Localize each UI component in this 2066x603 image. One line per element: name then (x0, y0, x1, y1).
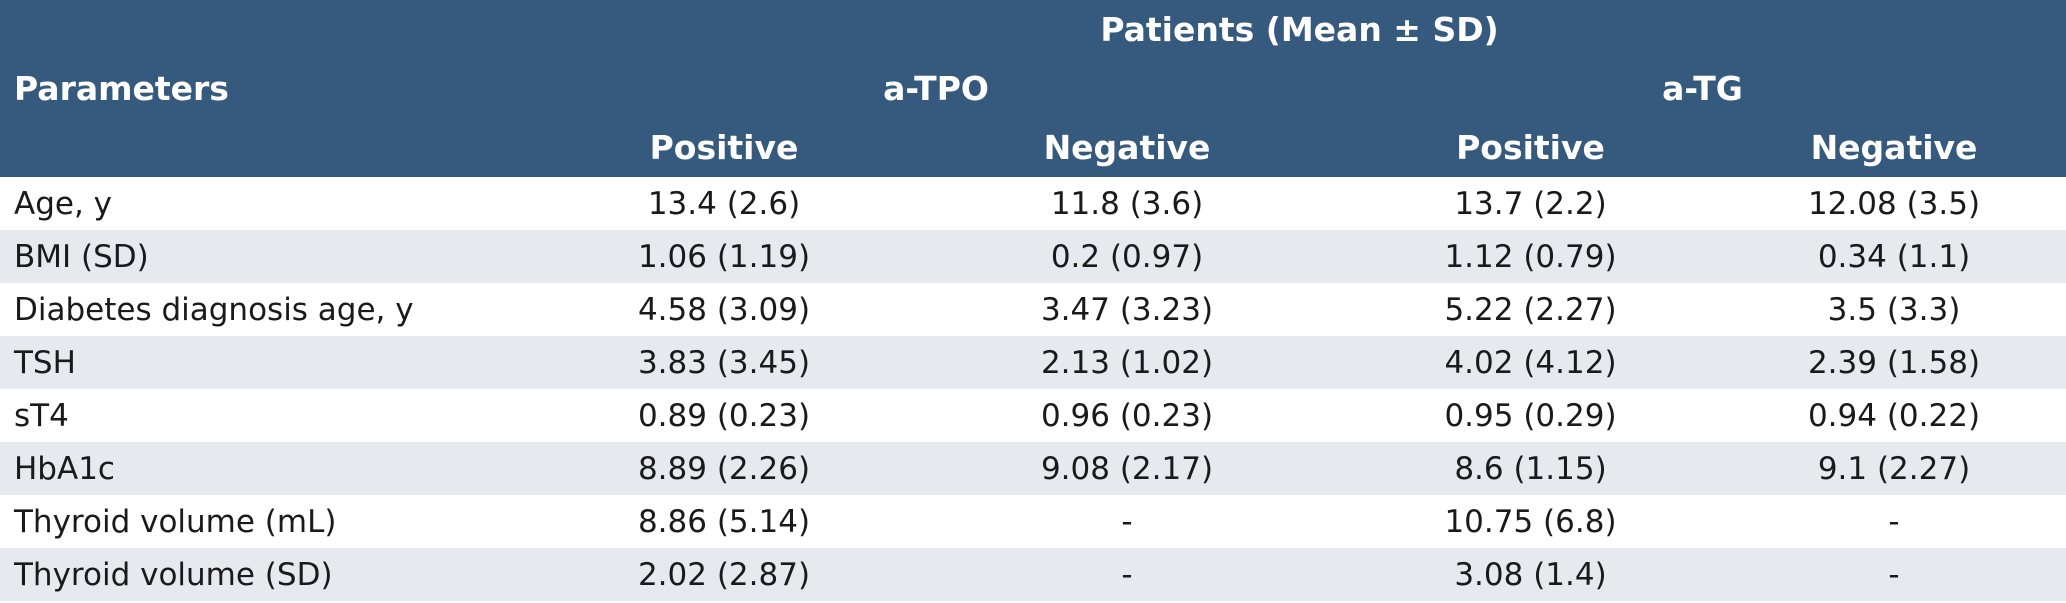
table-cell: 13.7 (2.2) (1454, 185, 1607, 222)
table-cell: 2.39 (1.58) (1807, 344, 1981, 381)
table-cell: 0.95 (0.29) (1444, 397, 1617, 434)
table-cell: 0.34 (1.1) (1817, 238, 1971, 275)
subgroup-header-a-tg: a-TG (1339, 59, 2066, 118)
table-cell: 3.47 (3.23) (1040, 291, 1214, 328)
parameters-header: Parameters (0, 0, 533, 177)
row-label: BMI (SD) (14, 238, 149, 275)
subgroup-header-a-tpo: a-TPO (533, 59, 1339, 118)
row-label: TSH (14, 344, 76, 381)
table-cell: - (1121, 556, 1133, 593)
table-cell: 10.75 (6.8) (1444, 503, 1617, 540)
patients-group-header: Patients (Mean ± SD) (533, 0, 2066, 59)
table-cell: 1.06 (1.19) (637, 238, 811, 275)
row-label: HbA1c (14, 450, 115, 487)
table-row: Age, y 13.4 (2.6) 11.8 (3.6) 13.7 (2.2) … (0, 177, 2066, 230)
table-cell: - (1121, 503, 1133, 540)
table-cell: 1.12 (0.79) (1444, 238, 1617, 275)
table-cell: 4.58 (3.09) (637, 291, 811, 328)
column-header-a-tpo-negative: Negative (915, 118, 1339, 177)
table-cell: 11.8 (3.6) (1050, 185, 1204, 222)
table-cell: 9.1 (2.27) (1817, 450, 1971, 487)
table-row: Thyroid volume (SD) 2.02 (2.87) - 3.08 (… (0, 548, 2066, 601)
row-label: sT4 (14, 397, 69, 434)
row-label: Age, y (14, 185, 113, 222)
table-cell: 2.13 (1.02) (1040, 344, 1214, 381)
header-row-group: Parameters Patients (Mean ± SD) (0, 0, 2066, 177)
table-cell: - (1888, 556, 1900, 593)
table-cell: 2.02 (2.87) (637, 556, 811, 593)
column-header-a-tpo-positive: Positive (533, 118, 915, 177)
table-body: Age, y 13.4 (2.6) 11.8 (3.6) 13.7 (2.2) … (0, 177, 2066, 601)
table-cell: 0.2 (0.97) (1050, 238, 1204, 275)
column-header-a-tg-negative: Negative (1722, 118, 2066, 177)
table-row: BMI (SD) 1.06 (1.19) 0.2 (0.97) 1.12 (0.… (0, 230, 2066, 283)
column-header-a-tg-positive: Positive (1339, 118, 1722, 177)
table-row: sT4 0.89 (0.23) 0.96 (0.23) 0.95 (0.29) … (0, 389, 2066, 442)
row-label: Thyroid volume (mL) (14, 503, 337, 540)
table-cell: 5.22 (2.27) (1444, 291, 1617, 328)
header-row-columns: Positive Negative Positive Negative (0, 118, 2066, 177)
table-cell: 0.96 (0.23) (1040, 397, 1214, 434)
row-label: Diabetes diagnosis age, y (14, 291, 414, 328)
row-label: Thyroid volume (SD) (14, 556, 333, 593)
header-row-subgroups: a-TPO a-TG (0, 59, 2066, 118)
table-cell: 8.86 (5.14) (637, 503, 811, 540)
table-row: Thyroid volume (mL) 8.86 (5.14) - 10.75 … (0, 495, 2066, 548)
table-cell: 3.5 (3.3) (1827, 291, 1961, 328)
table-cell: 8.89 (2.26) (637, 450, 811, 487)
table-cell: 3.08 (1.4) (1454, 556, 1607, 593)
table-cell: 4.02 (4.12) (1444, 344, 1617, 381)
table-row: Diabetes diagnosis age, y 4.58 (3.09) 3.… (0, 283, 2066, 336)
table-header: Parameters Patients (Mean ± SD) a-TPO a-… (0, 0, 2066, 177)
table-cell: 3.83 (3.45) (637, 344, 811, 381)
table-cell: 12.08 (3.5) (1807, 185, 1981, 222)
table-row: TSH 3.83 (3.45) 2.13 (1.02) 4.02 (4.12) … (0, 336, 2066, 389)
table-cell: - (1888, 503, 1900, 540)
table-row: HbA1c 8.89 (2.26) 9.08 (2.17) 8.6 (1.15)… (0, 442, 2066, 495)
table-cell: 13.4 (2.6) (647, 185, 801, 222)
table-cell: 0.94 (0.22) (1807, 397, 1981, 434)
table-cell: 9.08 (2.17) (1040, 450, 1214, 487)
table-cell: 0.89 (0.23) (637, 397, 811, 434)
table-cell: 8.6 (1.15) (1454, 450, 1607, 487)
